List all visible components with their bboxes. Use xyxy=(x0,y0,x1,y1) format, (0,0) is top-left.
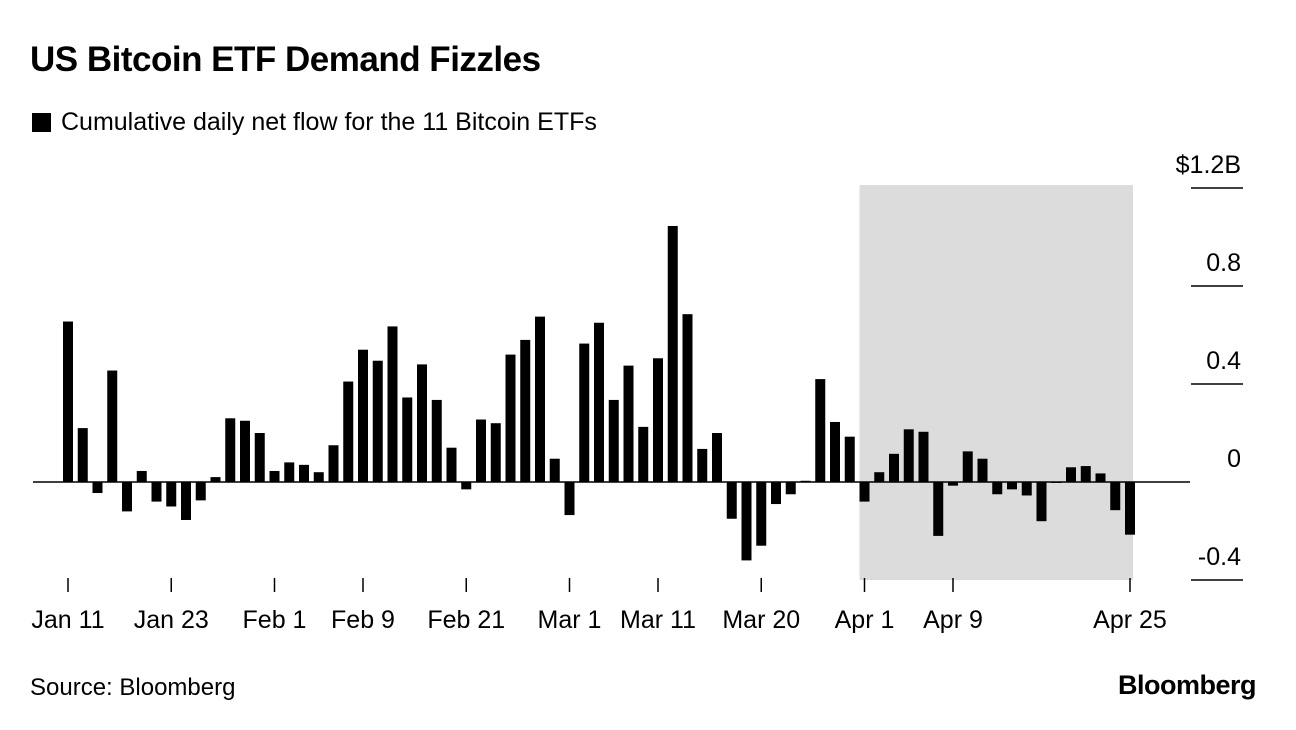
bar xyxy=(962,451,973,482)
legend: Cumulative daily net flow for the 11 Bit… xyxy=(32,108,597,137)
bar xyxy=(63,321,73,482)
bar xyxy=(387,326,398,482)
bar xyxy=(594,322,604,482)
x-tick-label: Apr 1 xyxy=(835,606,895,634)
bar xyxy=(992,482,1003,495)
bar xyxy=(697,448,708,482)
bar xyxy=(771,482,781,505)
bar xyxy=(785,482,796,495)
bar xyxy=(299,464,309,482)
bar xyxy=(358,349,368,482)
legend-swatch xyxy=(32,113,51,132)
y-tick-label: 0.8 xyxy=(1206,249,1241,277)
legend-label: Cumulative daily net flow for the 11 Bit… xyxy=(61,108,597,136)
y-tick-label: 0.4 xyxy=(1206,347,1241,375)
bar xyxy=(1007,482,1017,490)
x-tick-label: Jan 11 xyxy=(31,606,104,634)
y-tick-label: -0.4 xyxy=(1198,543,1241,571)
bar xyxy=(254,433,265,482)
bar xyxy=(402,397,413,482)
bar xyxy=(1110,482,1121,511)
bar xyxy=(1080,466,1091,482)
bar xyxy=(313,472,324,482)
x-tick-label: Feb 9 xyxy=(331,606,395,634)
bar xyxy=(859,482,870,502)
bar xyxy=(328,445,339,482)
bar xyxy=(889,453,899,482)
bar xyxy=(240,420,250,482)
bar xyxy=(549,458,560,482)
x-tick-label: Mar 11 xyxy=(620,606,696,634)
x-tick-label: Mar 1 xyxy=(538,606,602,634)
bar xyxy=(653,358,663,482)
x-tick-label: Apr 9 xyxy=(923,606,983,634)
chart-title: US Bitcoin ETF Demand Fizzles xyxy=(30,40,541,79)
bar xyxy=(284,462,295,482)
bar xyxy=(1066,467,1076,482)
bar xyxy=(918,431,929,482)
bar xyxy=(210,477,221,482)
bar xyxy=(741,482,752,561)
x-tick-label: Feb 21 xyxy=(427,606,505,634)
bar xyxy=(195,482,206,501)
bar xyxy=(225,418,236,482)
bar xyxy=(712,433,722,482)
bar xyxy=(1125,482,1135,535)
bar xyxy=(520,339,531,482)
bar xyxy=(948,482,958,486)
bar xyxy=(122,482,132,512)
bar xyxy=(815,379,826,482)
bar xyxy=(505,354,516,482)
bar xyxy=(933,482,944,536)
bar xyxy=(166,482,177,507)
bar xyxy=(682,314,693,482)
bar xyxy=(136,470,147,482)
bar xyxy=(269,470,280,482)
bar xyxy=(372,360,383,482)
bar xyxy=(903,429,914,482)
bar xyxy=(623,365,634,482)
bar xyxy=(874,472,885,482)
bar xyxy=(151,482,162,502)
y-tick-label: $1.2B xyxy=(1176,151,1241,179)
x-tick-label: Mar 20 xyxy=(722,606,800,634)
bar xyxy=(461,482,472,490)
x-tick-label: Jan 23 xyxy=(134,606,209,634)
source-note: Source: Bloomberg xyxy=(30,674,236,701)
x-tick-label: Feb 1 xyxy=(243,606,307,634)
bar xyxy=(564,482,575,516)
bar xyxy=(490,423,501,482)
x-tick-label: Apr 25 xyxy=(1093,606,1167,634)
bar xyxy=(830,421,840,482)
bar xyxy=(1095,473,1106,482)
bar xyxy=(726,482,737,519)
bar xyxy=(77,428,88,482)
bar xyxy=(181,482,191,520)
bar xyxy=(977,458,988,482)
bloomberg-logo: Bloomberg xyxy=(1117,670,1257,700)
bar xyxy=(431,399,442,482)
bar xyxy=(756,482,767,546)
bar xyxy=(343,381,354,482)
bar xyxy=(844,436,855,482)
y-tick-label: 0 xyxy=(1227,445,1241,473)
bar xyxy=(417,364,427,482)
bar xyxy=(476,419,486,482)
bar xyxy=(608,399,619,482)
bar xyxy=(446,447,457,482)
highlight-region xyxy=(859,185,1133,580)
bar xyxy=(92,482,103,494)
bar xyxy=(638,426,649,482)
bar xyxy=(1036,482,1047,522)
bar xyxy=(107,370,118,482)
bar xyxy=(1021,482,1032,496)
bar xyxy=(579,343,590,482)
bar xyxy=(667,225,678,482)
bar xyxy=(535,316,545,482)
